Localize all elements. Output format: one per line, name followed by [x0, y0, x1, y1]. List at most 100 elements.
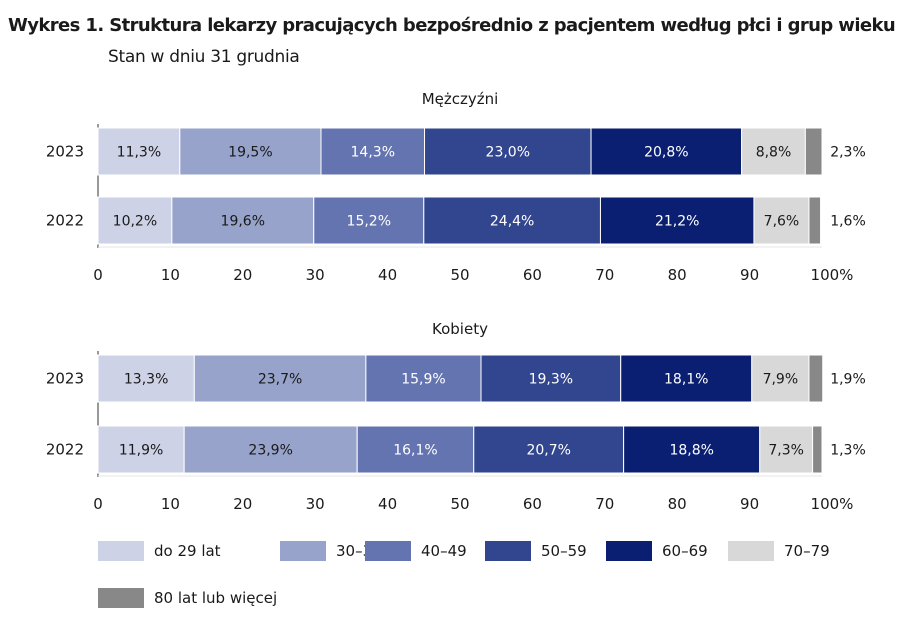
- x-tick-label: 90: [740, 266, 759, 284]
- x-tick-label: 10: [161, 495, 180, 513]
- data-label: 23,7%: [258, 372, 302, 388]
- data-label: 1,6%: [830, 214, 866, 230]
- chart-subtitle: Stan w dniu 31 grudnia: [108, 47, 300, 67]
- legend-item-50-59: 50–59: [485, 540, 587, 562]
- bar-segment: [804, 127, 823, 176]
- x-tick-label: 90: [740, 495, 759, 513]
- data-label: 2,3%: [830, 145, 866, 161]
- x-tick-label: 0: [93, 495, 103, 513]
- panel-title: Mężczyźni: [422, 90, 499, 108]
- bar-segment: [193, 354, 367, 403]
- data-label: 7,6%: [764, 214, 800, 230]
- legend-label: 70–79: [784, 542, 830, 560]
- legend-label: do 29 lat: [154, 542, 221, 560]
- x-tick-label: 70: [595, 266, 614, 284]
- category-label: 2022: [46, 212, 84, 230]
- bar-segment: [620, 354, 753, 403]
- x-tick-label: 70: [595, 495, 614, 513]
- chart-title: Wykres 1. Struktura lekarzy pracujących …: [8, 15, 896, 36]
- x-tick-label: 20: [233, 495, 252, 513]
- legend-item-60-69: 60–69: [606, 540, 708, 562]
- data-label: 24,4%: [490, 214, 534, 230]
- bar-segment: [97, 127, 181, 176]
- legend-swatch: [365, 541, 411, 561]
- data-label: 11,3%: [117, 145, 161, 161]
- legend-swatch: [728, 541, 774, 561]
- x-tick-label: 30: [306, 266, 325, 284]
- legend-label: 60–69: [662, 542, 708, 560]
- bar-segment: [171, 196, 315, 245]
- data-label: 1,9%: [830, 372, 866, 388]
- bar-segment: [365, 354, 482, 403]
- data-label: 18,8%: [669, 443, 713, 459]
- data-label: 14,3%: [351, 145, 395, 161]
- data-label: 15,2%: [347, 214, 391, 230]
- legend-swatch: [98, 541, 144, 561]
- legend-label: 80 lat lub więcej: [154, 589, 278, 607]
- bar-segment: [97, 425, 185, 474]
- x-tick-label: 80: [668, 495, 687, 513]
- bar-segment: [473, 425, 625, 474]
- bar-segment: [808, 196, 822, 245]
- bar-segment: [356, 425, 475, 474]
- data-label: 19,6%: [221, 214, 265, 230]
- legend-label: 40–49: [421, 542, 467, 560]
- data-label: 15,9%: [401, 372, 445, 388]
- bar-segment: [423, 196, 601, 245]
- data-label: 13,3%: [124, 372, 168, 388]
- data-label: 20,7%: [526, 443, 570, 459]
- data-label: 10,2%: [113, 214, 157, 230]
- legend-swatch: [280, 541, 326, 561]
- panel-title: Kobiety: [432, 320, 488, 338]
- data-label: 18,1%: [664, 372, 708, 388]
- category-label: 2023: [46, 143, 84, 161]
- data-label: 21,2%: [655, 214, 699, 230]
- bar-segment: [812, 425, 823, 474]
- data-label: 16,1%: [393, 443, 437, 459]
- bar-segment: [808, 354, 824, 403]
- legend-swatch: [606, 541, 652, 561]
- data-label: 1,3%: [830, 443, 866, 459]
- legend-item-70-79: 70–79: [728, 540, 830, 562]
- bar-segment: [599, 196, 755, 245]
- data-label: 8,8%: [756, 145, 792, 161]
- x-tick-label: 80: [668, 266, 687, 284]
- bar-segment: [751, 354, 810, 403]
- x-tick-label: 0: [93, 266, 103, 284]
- data-label: 20,8%: [644, 145, 688, 161]
- category-label: 2022: [46, 441, 84, 459]
- category-label: 2023: [46, 370, 84, 388]
- x-tick-label: 40: [378, 266, 397, 284]
- x-tick-label: 30: [306, 495, 325, 513]
- legend-item-40-49: 40–49: [365, 540, 467, 562]
- x-tick-label: 50: [450, 266, 469, 284]
- legend-label: 50–59: [541, 542, 587, 560]
- x-tick-label: 40: [378, 495, 397, 513]
- bar-segment: [759, 425, 814, 474]
- data-label: 11,9%: [119, 443, 163, 459]
- bar-segment: [179, 127, 322, 176]
- data-label: 23,0%: [486, 145, 530, 161]
- x-tick-label: 10: [161, 266, 180, 284]
- data-label: 7,9%: [763, 372, 799, 388]
- bar-segment: [183, 425, 358, 474]
- data-label: 23,9%: [248, 443, 292, 459]
- x-tick-label: 60: [523, 495, 542, 513]
- legend-swatch: [98, 588, 144, 608]
- x-tick-label: 60: [523, 266, 542, 284]
- x-tick-label: 100%: [811, 495, 854, 513]
- bar-segment: [480, 354, 622, 403]
- bar-segment: [753, 196, 810, 245]
- bar-segment: [590, 127, 743, 176]
- x-tick-label: 20: [233, 266, 252, 284]
- x-tick-label: 100%: [811, 266, 854, 284]
- bar-segment: [623, 425, 761, 474]
- data-label: 19,5%: [228, 145, 272, 161]
- bar-segment: [97, 354, 195, 403]
- bar-segment: [313, 196, 425, 245]
- legend-item-do-29-lat: do 29 lat: [98, 540, 221, 562]
- data-label: 7,3%: [768, 443, 804, 459]
- x-tick-label: 50: [450, 495, 469, 513]
- legend-swatch: [485, 541, 531, 561]
